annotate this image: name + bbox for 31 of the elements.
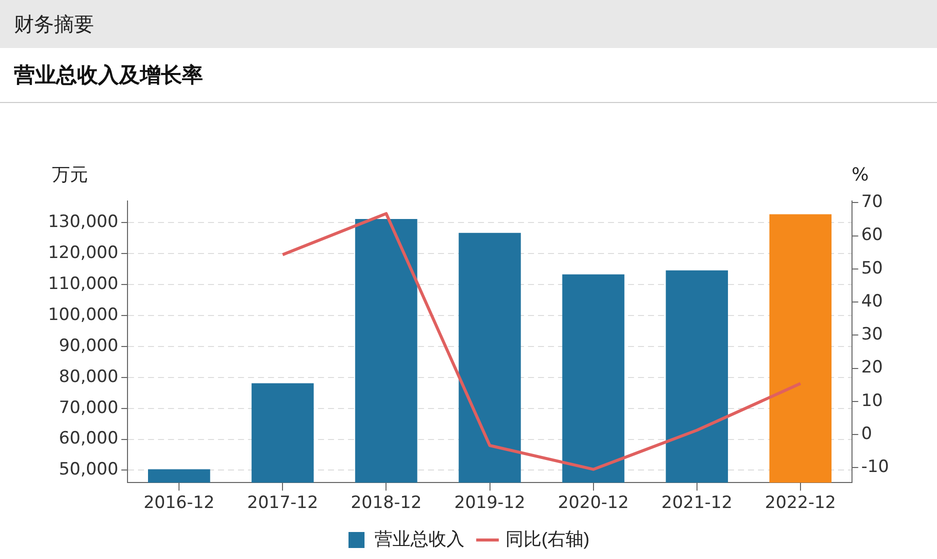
y-tick-label: 100,000: [48, 304, 118, 325]
x-tick-label: 2022-12: [764, 493, 836, 514]
y2-tick-label: 10: [861, 390, 883, 411]
x-tick-label: 2019-12: [454, 493, 526, 514]
x-tick-label: 2018-12: [350, 493, 422, 514]
y-tick-label: 90,000: [58, 336, 118, 356]
y2-tick-label: 0: [861, 424, 872, 444]
x-tick-label: 2017-12: [247, 493, 318, 514]
y2-axis-title: %: [852, 164, 869, 186]
y2-tick-label: 60: [861, 225, 883, 246]
y-axis-title: 万元: [52, 164, 88, 186]
y2-tick-label: 70: [861, 192, 883, 212]
x-tick-label: 2016-12: [144, 493, 215, 514]
legend-label: 同比(右轴): [506, 528, 590, 549]
legend-label: 营业总收入: [374, 528, 465, 549]
y-tick-label: 110,000: [48, 274, 118, 294]
y-tick-label: 70,000: [58, 398, 118, 418]
y2-tick-label: -10: [861, 457, 890, 478]
y-tick-label: 120,000: [48, 243, 118, 264]
x-tick-label: 2020-12: [558, 493, 629, 514]
y-tick-label: 80,000: [58, 366, 118, 387]
y2-tick-label: 30: [861, 324, 883, 345]
y-tick-label: 50,000: [58, 460, 118, 480]
chart-subtitle: 财务摘要: [0, 0, 937, 48]
x-tick-label: 2021-12: [661, 493, 732, 514]
y-tick-label: 60,000: [58, 428, 118, 449]
y-tick-label: 130,000: [48, 212, 118, 232]
chart-title: 营业总收入及增长率: [0, 48, 937, 103]
y2-tick-label: 50: [861, 258, 883, 278]
y2-tick-label: 20: [861, 358, 883, 378]
y2-tick-label: 40: [861, 291, 883, 312]
